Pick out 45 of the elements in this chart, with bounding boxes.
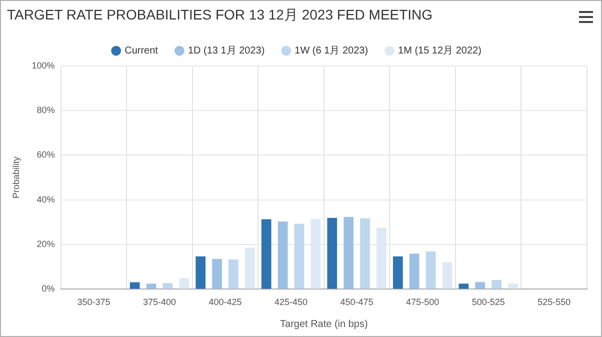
bar: [426, 251, 436, 289]
x-tick-label: 475-500: [406, 297, 440, 308]
y-tick-label: 60%: [36, 150, 55, 160]
x-tick-label: 500-525: [472, 297, 505, 308]
x-tick-label: 350-375: [77, 297, 110, 308]
bar: [327, 218, 338, 289]
bar: [228, 259, 238, 289]
y-tick-label: 100%: [32, 60, 55, 70]
bar: [212, 258, 222, 289]
legend-label: Current: [124, 46, 158, 57]
bar: [196, 256, 206, 289]
y-tick-label: 80%: [36, 104, 55, 115]
bar: [278, 222, 288, 289]
bar: [162, 283, 173, 289]
x-tick-label: 425-450: [274, 297, 308, 308]
bar: [244, 248, 255, 289]
bar: [492, 280, 502, 289]
bar: [508, 284, 518, 289]
y-axis-title: Probability: [10, 156, 21, 199]
legend-label: 1M (15 12月 2022): [398, 46, 482, 57]
bar: [392, 256, 403, 289]
x-tick-label: 450-475: [340, 297, 374, 308]
y-tick-label: 20%: [36, 239, 55, 250]
x-tick-label: 400-425: [208, 297, 242, 308]
legend-label: 1W (6 1月 2023): [294, 46, 368, 57]
bar: [294, 224, 304, 289]
bar: [179, 278, 190, 289]
y-tick-label: 0%: [42, 284, 55, 294]
bar: [261, 219, 272, 289]
bar: [130, 282, 140, 289]
x-axis-title: Target Rate (in bps): [280, 318, 368, 330]
bar: [344, 216, 354, 289]
x-tick-label: 375-400: [142, 297, 176, 308]
bar: [442, 262, 452, 289]
x-tick-label: 525-550: [538, 297, 571, 308]
bar: [310, 218, 321, 289]
bar: [458, 284, 469, 289]
chart-title: TARGET RATE PROBABILITIES FOR 13 12月 2023 FED MEETING: [7, 6, 433, 22]
bar: [376, 228, 386, 289]
bar: [475, 282, 486, 289]
legend-label: 1D (13 1月 2023): [188, 46, 265, 57]
y-tick-label: 40%: [36, 194, 55, 204]
bar: [146, 284, 156, 289]
bar: [409, 254, 420, 289]
bar: [360, 218, 370, 289]
